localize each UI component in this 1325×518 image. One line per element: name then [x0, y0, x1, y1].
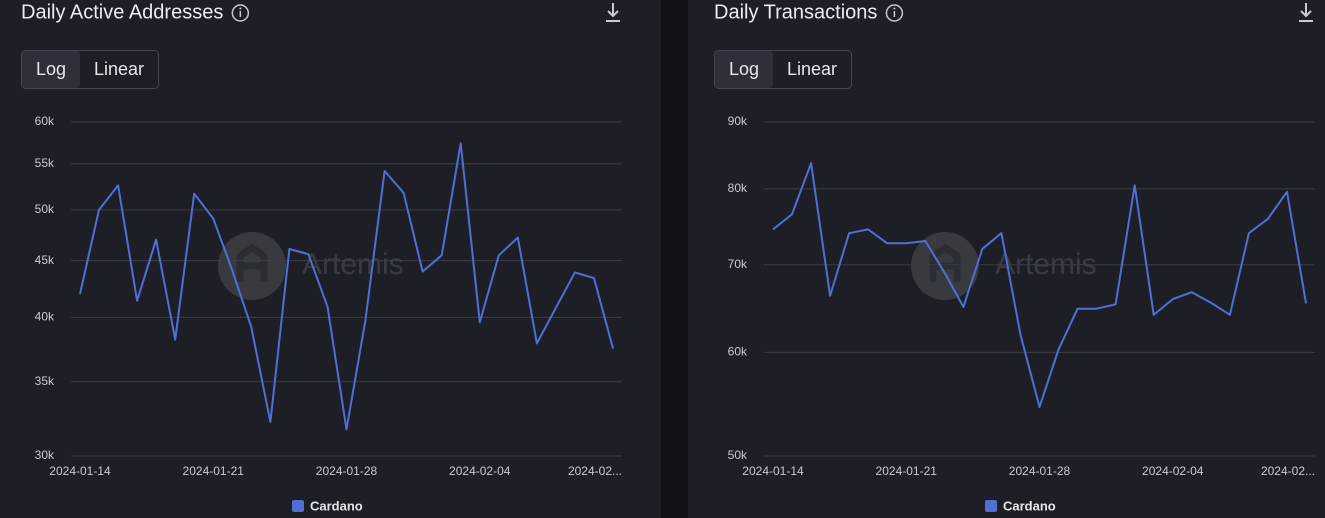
info-icon-dot	[893, 7, 896, 10]
x-tick-label: 2024-01-21	[876, 464, 938, 478]
y-tick-label: 80k	[728, 181, 748, 195]
download-icon[interactable]	[606, 3, 620, 22]
x-tick-label: 2024-02...	[568, 464, 622, 478]
legend-swatch[interactable]	[985, 500, 997, 512]
y-tick-label: 40k	[35, 310, 55, 324]
y-tick-label: 30k	[35, 448, 55, 462]
y-tick-label: 60k	[35, 114, 55, 128]
x-tick-label: 2024-01-21	[183, 464, 245, 478]
watermark: Artemis	[302, 248, 404, 281]
y-tick-label: 55k	[35, 156, 55, 170]
y-tick-label: 35k	[35, 374, 55, 388]
legend-label[interactable]: Cardano	[310, 498, 363, 513]
chart-title: Daily Active Addresses	[21, 1, 223, 23]
x-tick-label: 2024-01-14	[49, 464, 111, 478]
x-tick-label: 2024-02-04	[1142, 464, 1204, 478]
legend-swatch[interactable]	[292, 500, 304, 512]
x-tick-label: 2024-02-04	[449, 464, 511, 478]
y-tick-label: 50k	[728, 448, 748, 462]
download-icon[interactable]	[1299, 3, 1313, 22]
info-icon-dot	[239, 7, 242, 10]
toggle-button[interactable]: Log	[729, 59, 759, 79]
x-tick-label: 2024-01-28	[316, 464, 378, 478]
toggle-button[interactable]: Log	[36, 59, 66, 79]
legend-label[interactable]: Cardano	[1003, 498, 1056, 513]
y-tick-label: 60k	[728, 345, 748, 359]
watermark-logo-mark	[236, 243, 268, 282]
toggle-button[interactable]: Linear	[94, 59, 144, 79]
series-line	[79, 142, 614, 431]
info-icon[interactable]	[231, 4, 250, 22]
y-tick-label: 70k	[728, 257, 748, 271]
toggle-button[interactable]: Linear	[787, 59, 837, 79]
info-icon[interactable]	[885, 4, 904, 22]
y-tick-label: 50k	[35, 202, 55, 216]
y-tick-label: 90k	[728, 114, 748, 128]
chart-title: Daily Transactions	[714, 1, 877, 23]
x-tick-label: 2024-01-14	[742, 464, 804, 478]
series-line	[772, 162, 1307, 408]
y-tick-label: 45k	[35, 253, 55, 267]
toggle-active	[715, 51, 773, 88]
toggle-active	[22, 51, 80, 88]
x-tick-label: 2024-02...	[1261, 464, 1315, 478]
x-tick-label: 2024-01-28	[1009, 464, 1071, 478]
